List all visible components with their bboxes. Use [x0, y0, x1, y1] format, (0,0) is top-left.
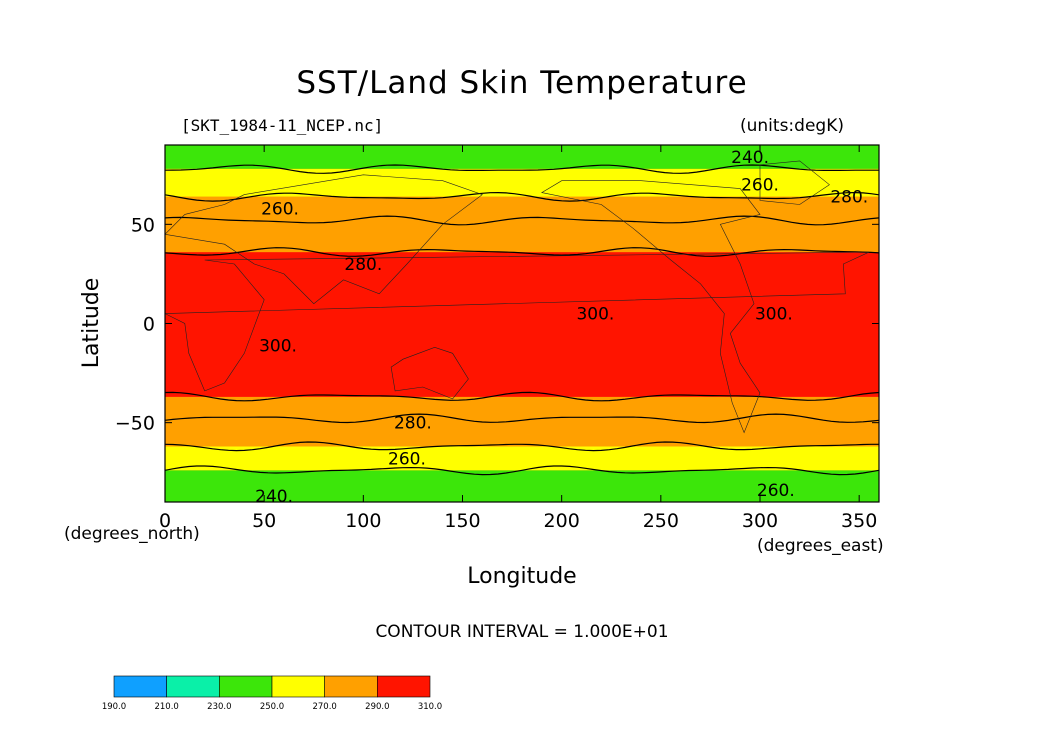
temperature-band — [165, 145, 879, 169]
map-fill-layer: 240. 260. 280. 260. 280. 300. 300. 300. 280. 260.… — [165, 145, 879, 502]
contour-line — [165, 215, 879, 226]
x-tick-label: 100 — [345, 510, 381, 532]
file-name-label: [SKT_1984-11_NCEP.nc] — [181, 116, 384, 135]
axis-layer: 0 50 100 150 200 250 300 350 −50 0 50 — [115, 144, 880, 532]
coastline — [165, 174, 483, 305]
temperature-band — [165, 446, 879, 471]
contour-label: 280. — [830, 188, 868, 208]
contour-interval-label: CONTOUR INTERVAL = 1.000E+01 — [375, 622, 669, 642]
y-axis-units: (degrees_north) — [64, 524, 200, 544]
contour-label: 280. — [344, 255, 382, 275]
coastline — [540, 180, 761, 434]
contour-line — [165, 391, 879, 402]
colorbar-label: 290.0 — [365, 702, 389, 712]
colorbar-swatch — [219, 675, 273, 698]
y-tick-label: −50 — [115, 413, 155, 435]
contour-label: 300. — [755, 305, 793, 325]
colorbar-swatch — [113, 675, 167, 698]
contour-label: 260. — [741, 176, 779, 196]
colorbar-label: 270.0 — [312, 702, 336, 712]
colorbar-label: 210.0 — [154, 702, 178, 712]
contour-label: 260. — [388, 449, 426, 469]
x-axis-label: Longitude — [467, 564, 577, 589]
x-tick-label: 150 — [444, 510, 480, 532]
contour-line — [165, 465, 879, 476]
contour-label: 260. — [757, 481, 795, 501]
x-axis-units: (degrees_east) — [757, 536, 884, 556]
colorbar-swatch — [324, 675, 378, 698]
temperature-band — [165, 252, 879, 397]
y-tick-label: 50 — [131, 214, 155, 236]
colorbar-label: 190.0 — [102, 702, 126, 712]
coastline — [165, 251, 870, 392]
chart-title: SST/Land Skin Temperature — [296, 65, 748, 101]
x-tick-label: 350 — [841, 510, 877, 532]
contour-label: 300. — [576, 305, 614, 325]
x-tick-label: 0 — [159, 510, 171, 532]
contour-line — [165, 247, 879, 257]
colorbar-label: 230.0 — [207, 702, 231, 712]
x-tick-label: 250 — [643, 510, 679, 532]
colorbar-swatch — [166, 675, 220, 698]
colorbar-label: 310.0 — [418, 702, 442, 712]
x-tick-label: 50 — [252, 510, 276, 532]
x-tick-label: 300 — [742, 510, 778, 532]
y-tick-label: 0 — [143, 314, 155, 336]
contour-label: 300. — [259, 336, 297, 356]
temperature-band — [165, 396, 879, 447]
contour-label: 260. — [261, 199, 299, 219]
contour-line — [165, 441, 879, 452]
colorbar-label: 250.0 — [260, 702, 284, 712]
coastline — [390, 346, 469, 400]
units-label: (units:degK) — [740, 116, 844, 136]
x-tick-label: 200 — [544, 510, 580, 532]
temperature-band — [165, 196, 879, 253]
contour-label: 240. — [731, 148, 769, 168]
colorbar-swatch — [271, 675, 325, 698]
contour-line — [165, 413, 879, 424]
contour-label: 280. — [394, 414, 432, 434]
coastline — [759, 160, 830, 205]
colorbar-swatch — [377, 675, 431, 698]
